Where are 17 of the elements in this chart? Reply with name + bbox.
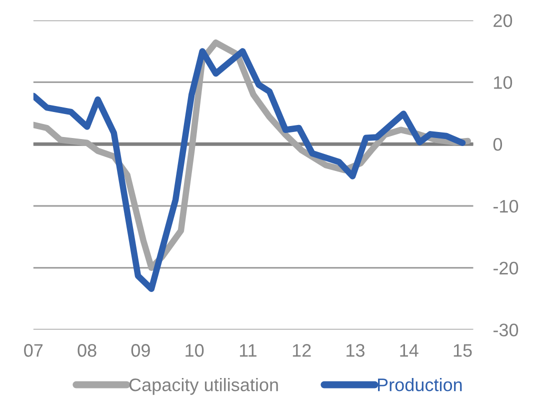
y-tick-label: 0 bbox=[493, 138, 502, 151]
x-tick-label: 14 bbox=[400, 344, 418, 357]
y-tick-label: 10 bbox=[494, 76, 512, 89]
x-tick-label: 09 bbox=[131, 344, 150, 357]
x-tick-label: 13 bbox=[346, 344, 364, 357]
x-tick-label: 15 bbox=[454, 344, 472, 357]
y-tick-label: -10 bbox=[493, 200, 518, 213]
x-tick-label: 10 bbox=[186, 344, 204, 357]
y-tick-label: -20 bbox=[493, 262, 518, 275]
y-tick-label: 20 bbox=[494, 14, 512, 28]
x-tick-label: 07 bbox=[24, 344, 43, 357]
x-tick-label: 08 bbox=[78, 344, 96, 357]
x-tick-label: 11 bbox=[240, 344, 256, 357]
legend-label: Capacity utilisation bbox=[129, 378, 278, 395]
x-tick-label: 12 bbox=[292, 344, 311, 357]
legend-label: Production bbox=[378, 378, 462, 392]
y-tick-label: -30 bbox=[493, 324, 518, 336]
